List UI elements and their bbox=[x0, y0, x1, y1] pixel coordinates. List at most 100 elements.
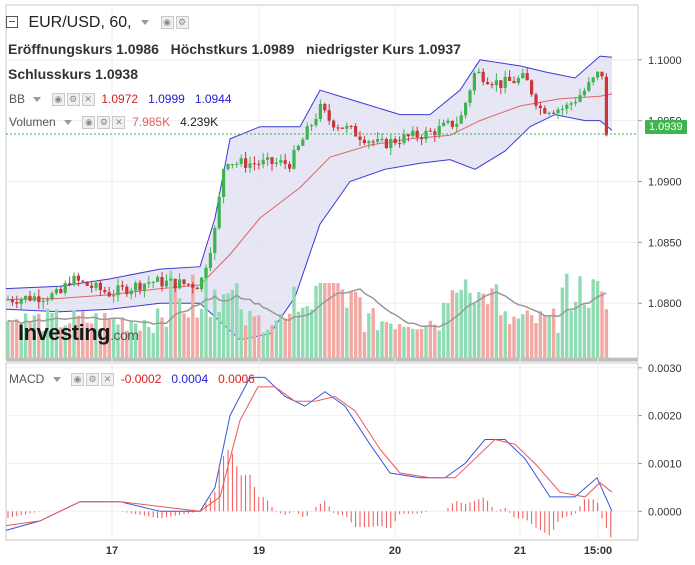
volume-bar bbox=[547, 315, 551, 358]
candle-body bbox=[389, 138, 393, 149]
volume-bar bbox=[296, 311, 301, 358]
macd-dropdown-icon[interactable] bbox=[52, 377, 61, 383]
volume-bar bbox=[494, 284, 499, 358]
open-label: Eröffnungskurs bbox=[8, 41, 113, 57]
volume-close-icon[interactable]: ✕ bbox=[112, 116, 126, 130]
volume-bar bbox=[72, 310, 76, 358]
macd-visibility-icon[interactable]: ◉ bbox=[71, 373, 85, 387]
bb-settings-icon[interactable]: ⚙ bbox=[66, 93, 80, 107]
candle-body bbox=[310, 125, 314, 127]
candle-body bbox=[98, 282, 102, 291]
volume-bar bbox=[433, 324, 437, 358]
candle-body bbox=[305, 126, 309, 140]
volume-bar bbox=[323, 283, 327, 358]
candle-body bbox=[591, 77, 595, 83]
macd-label: MACD bbox=[9, 372, 45, 386]
candle-body bbox=[362, 139, 366, 144]
logo-suffix: .com bbox=[110, 327, 139, 343]
candle-body bbox=[213, 228, 217, 253]
bb-value-lower: 1.0944 bbox=[194, 92, 232, 106]
volume-bar bbox=[182, 313, 186, 358]
volume-bar bbox=[221, 294, 226, 358]
candle-body bbox=[164, 280, 168, 287]
candle-body bbox=[516, 78, 520, 84]
volume-bar bbox=[41, 330, 45, 358]
volume-dropdown-icon[interactable] bbox=[64, 120, 73, 126]
volume-bar bbox=[195, 317, 199, 358]
volume-bar bbox=[477, 292, 481, 358]
volume-settings-icon[interactable]: ⚙ bbox=[97, 116, 111, 130]
volume-bar bbox=[587, 307, 591, 358]
candle-body bbox=[318, 103, 322, 120]
candle-body bbox=[393, 138, 397, 144]
candle-body bbox=[428, 130, 432, 132]
candle-body bbox=[195, 287, 199, 290]
candle-body bbox=[94, 282, 98, 288]
candle-body bbox=[204, 267, 208, 278]
candle-body bbox=[349, 125, 353, 127]
y-tick-label: 1.0800 bbox=[648, 298, 682, 310]
bb-visibility-icon[interactable]: ◉ bbox=[51, 93, 65, 107]
volume-bar bbox=[573, 301, 578, 358]
volume-bar bbox=[270, 324, 274, 358]
candle-body bbox=[217, 196, 221, 229]
candle-body bbox=[235, 163, 239, 165]
volume-bar bbox=[384, 321, 389, 358]
volume-bar bbox=[516, 318, 521, 358]
high-value: 1.0989 bbox=[251, 41, 295, 57]
candle-body bbox=[556, 109, 560, 114]
macd-settings-icon[interactable]: ⚙ bbox=[86, 373, 100, 387]
volume-bar bbox=[415, 329, 419, 358]
volume-bar bbox=[147, 327, 151, 358]
volume-bar bbox=[142, 320, 147, 358]
candle-body bbox=[565, 104, 569, 109]
volume-bar bbox=[32, 315, 37, 358]
volume-bar bbox=[208, 316, 213, 358]
macd-tick-label: 0.0020 bbox=[648, 411, 682, 423]
candle-body bbox=[107, 292, 111, 297]
candle-body bbox=[257, 163, 261, 165]
volume-bar bbox=[521, 314, 525, 358]
candle-body bbox=[178, 279, 182, 289]
volume-bar bbox=[129, 321, 133, 358]
symbol-dropdown-icon[interactable] bbox=[141, 20, 150, 26]
candle-body bbox=[503, 76, 507, 88]
candle-body bbox=[574, 101, 578, 104]
y-tick-label: 1.0900 bbox=[648, 177, 682, 189]
bb-close-icon[interactable]: ✕ bbox=[81, 93, 95, 107]
candle-body bbox=[274, 162, 278, 164]
candle-body bbox=[600, 71, 604, 77]
volume-bar bbox=[402, 326, 406, 358]
volume-bar bbox=[19, 332, 23, 358]
volume-bar bbox=[125, 330, 129, 358]
candle-body bbox=[112, 295, 116, 297]
bollinger-lower-line bbox=[5, 114, 613, 341]
candle-body bbox=[134, 282, 138, 291]
volume-visibility-icon[interactable]: ◉ bbox=[82, 116, 96, 130]
candle-body bbox=[125, 286, 129, 295]
volume-bar bbox=[424, 326, 428, 358]
volume-bar bbox=[358, 297, 362, 358]
candle-body bbox=[472, 73, 476, 91]
bb-dropdown-icon[interactable] bbox=[33, 97, 42, 103]
candle-body bbox=[222, 169, 226, 197]
candle-body bbox=[398, 143, 402, 145]
visibility-icon[interactable]: ◉ bbox=[160, 16, 174, 30]
candle-body bbox=[142, 283, 146, 291]
volume-bar bbox=[54, 309, 59, 358]
candle-body bbox=[239, 158, 243, 164]
volume-bar bbox=[94, 313, 98, 358]
volume-bar bbox=[565, 273, 569, 358]
volume-label: Volumen bbox=[9, 115, 56, 129]
candle-body bbox=[248, 163, 252, 168]
volume-bar bbox=[107, 318, 111, 358]
candle-body bbox=[547, 112, 551, 114]
volume-bar bbox=[591, 279, 595, 358]
volume-bar bbox=[349, 291, 353, 358]
macd-close-icon[interactable]: ✕ bbox=[101, 373, 115, 387]
collapse-toggle[interactable] bbox=[6, 15, 18, 28]
settings-icon[interactable]: ⚙ bbox=[175, 16, 189, 30]
candle-body bbox=[459, 115, 463, 124]
volume-bar bbox=[534, 323, 538, 358]
candle-body bbox=[446, 120, 450, 123]
